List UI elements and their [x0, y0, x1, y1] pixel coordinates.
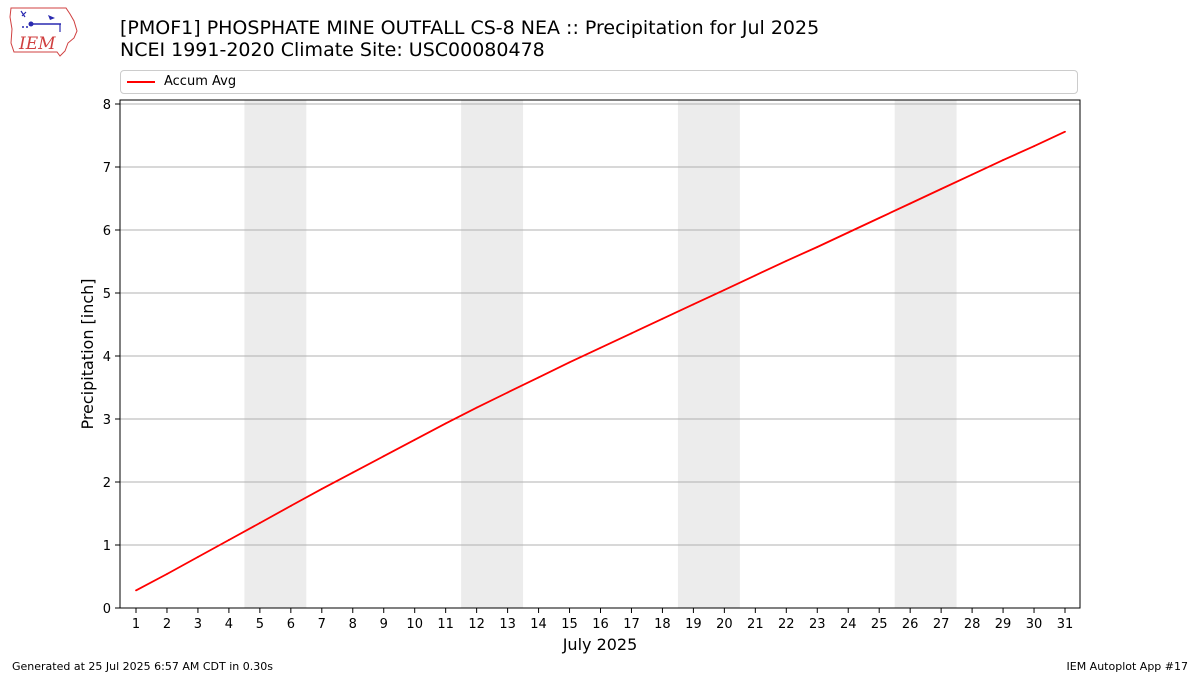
data-point-day-3 — [197, 556, 199, 558]
data-point-day-29 — [1002, 159, 1004, 161]
x-tick-label-17: 17 — [623, 617, 640, 632]
footer-app-text: IEM Autoplot App #17 — [1066, 660, 1189, 673]
x-tick-label-15: 15 — [561, 617, 578, 632]
legend-swatch-accum-avg — [127, 81, 155, 83]
x-tick-label-14: 14 — [530, 617, 547, 632]
data-point-day-2 — [166, 573, 168, 575]
x-tick-label-25: 25 — [871, 617, 888, 632]
y-axis-label: Precipitation [inch] — [78, 278, 97, 429]
y-tick-label-4: 4 — [103, 350, 111, 365]
x-tick-label-2: 2 — [163, 617, 171, 632]
data-point-day-17 — [630, 332, 633, 335]
data-point-day-30 — [1033, 145, 1035, 148]
chart-subtitle: NCEI 1991-2020 Climate Site: USC00080478 — [120, 39, 545, 61]
x-tick-label-7: 7 — [318, 617, 326, 632]
weekend-shade-19-20 — [677, 100, 740, 608]
y-tick-label-7: 7 — [103, 161, 111, 176]
data-point-day-6 — [289, 505, 292, 507]
x-tick-label-9: 9 — [380, 617, 388, 632]
weekend-shade-5-6 — [244, 100, 307, 608]
x-tick-label-6: 6 — [287, 617, 295, 632]
x-tick-label-24: 24 — [840, 617, 857, 632]
x-tick-label-31: 31 — [1057, 617, 1074, 632]
y-tick-label-8: 8 — [103, 98, 111, 113]
data-point-day-19 — [692, 303, 695, 306]
y-tick-label-3: 3 — [103, 413, 111, 428]
data-point-day-13 — [506, 391, 509, 394]
x-tick-label-23: 23 — [809, 617, 826, 632]
data-point-day-20 — [723, 288, 726, 291]
x-tick-label-18: 18 — [654, 617, 671, 632]
legend-label-accum-avg: Accum Avg — [164, 74, 237, 89]
y-tick-label-2: 2 — [103, 476, 111, 491]
x-tick-label-10: 10 — [406, 617, 423, 632]
x-tick-label-13: 13 — [499, 617, 516, 632]
data-point-day-7 — [320, 488, 323, 490]
weekend-shade-12-13 — [461, 100, 524, 608]
data-point-day-28 — [971, 173, 973, 176]
x-tick-label-5: 5 — [256, 617, 264, 632]
x-tick-label-28: 28 — [964, 617, 981, 632]
x-axis-label: July 2025 — [562, 635, 638, 654]
data-point-day-27 — [940, 188, 943, 190]
data-point-day-26 — [909, 202, 912, 205]
data-point-day-1 — [135, 589, 137, 592]
data-point-day-22 — [785, 259, 788, 262]
data-point-day-8 — [351, 471, 354, 474]
iem-logo-icon: IEM — [8, 5, 80, 59]
x-tick-label-26: 26 — [902, 617, 919, 632]
data-point-day-21 — [754, 274, 757, 277]
footer-generated-text: Generated at 25 Jul 2025 6:57 AM CDT in … — [12, 660, 273, 673]
data-point-day-4 — [228, 539, 230, 541]
data-point-day-12 — [475, 406, 478, 409]
data-point-day-31 — [1064, 130, 1066, 133]
x-tick-label-8: 8 — [349, 617, 357, 632]
x-tick-label-30: 30 — [1026, 617, 1043, 632]
legend: Accum Avg — [120, 70, 1078, 94]
x-tick-label-19: 19 — [685, 617, 702, 632]
data-point-day-15 — [568, 361, 571, 364]
data-point-day-25 — [878, 217, 881, 219]
y-tick-label-5: 5 — [103, 287, 111, 302]
x-tick-label-16: 16 — [592, 617, 609, 632]
x-tick-label-4: 4 — [225, 617, 233, 632]
y-tick-label-1: 1 — [103, 539, 111, 554]
x-tick-label-11: 11 — [437, 617, 454, 632]
y-tick-label-0: 0 — [103, 602, 111, 617]
y-tick-label-6: 6 — [103, 224, 111, 239]
data-point-day-5 — [258, 522, 261, 524]
x-tick-label-27: 27 — [933, 617, 950, 632]
data-point-day-18 — [661, 317, 664, 320]
x-tick-label-3: 3 — [194, 617, 202, 632]
x-tick-label-22: 22 — [778, 617, 795, 632]
weekend-shade-26-27 — [894, 100, 957, 608]
x-tick-label-20: 20 — [716, 617, 733, 632]
data-point-day-23 — [816, 246, 819, 248]
data-point-day-24 — [847, 231, 850, 234]
data-point-day-10 — [413, 438, 416, 441]
x-tick-label-1: 1 — [132, 617, 140, 632]
data-point-day-11 — [444, 422, 447, 425]
data-point-day-14 — [537, 376, 540, 379]
data-point-day-16 — [599, 346, 602, 349]
chart-title: [PMOF1] PHOSPHATE MINE OUTFALL CS-8 NEA … — [120, 17, 820, 39]
x-tick-label-29: 29 — [995, 617, 1012, 632]
x-tick-label-21: 21 — [747, 617, 764, 632]
x-tick-label-12: 12 — [468, 617, 485, 632]
data-point-day-9 — [382, 455, 385, 458]
logo-text: IEM — [18, 34, 56, 54]
